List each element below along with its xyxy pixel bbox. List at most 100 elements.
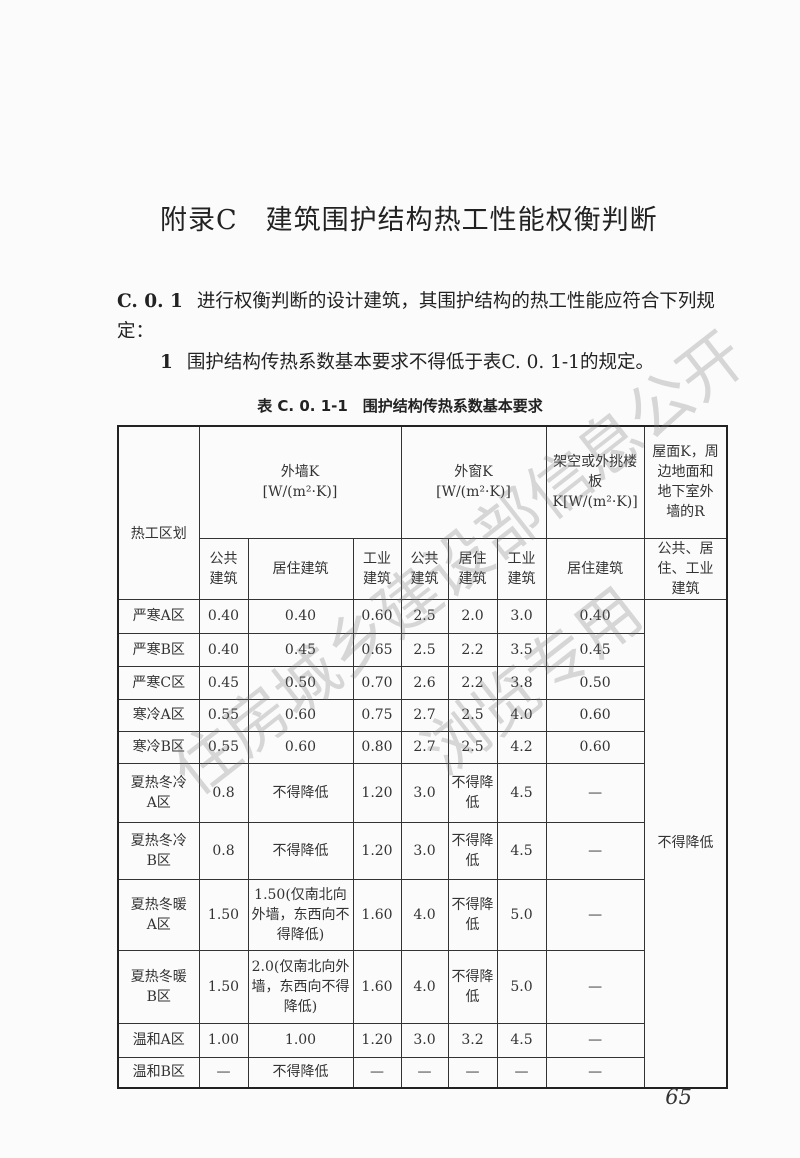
zone-cell: 夏热冬暖A区	[117, 878, 200, 951]
value-cell: 不得降低	[447, 878, 498, 951]
value-cell: —	[400, 1056, 449, 1089]
value-cell: 0.75	[352, 698, 402, 732]
value-cell: 1.50	[198, 878, 249, 951]
value-cell: 不得降低	[247, 821, 354, 880]
value-cell: 0.40	[545, 598, 645, 634]
value-cell: 2.6	[400, 665, 449, 700]
subheader-cell: 公共建筑	[198, 537, 249, 600]
value-cell: 3.0	[400, 762, 449, 823]
value-cell: 5.0	[496, 878, 547, 951]
value-cell: 3.0	[400, 821, 449, 880]
value-cell: 0.55	[198, 698, 249, 732]
value-cell: 不得降低	[247, 1056, 354, 1089]
value-cell: 0.45	[247, 632, 354, 667]
value-cell: 0.8	[198, 821, 249, 880]
value-cell: 3.8	[496, 665, 547, 700]
value-cell: 0.8	[198, 762, 249, 823]
value-cell: 0.60	[247, 730, 354, 764]
table-caption: 表 C. 0. 1-1 围护结构传热系数基本要求	[257, 397, 543, 415]
heat-transfer-table: 热工区划 外墙K [W/(m²·K)] 外窗K [W/(m²·K)] 架空或外挑楼板…	[117, 425, 729, 1089]
zone-cell: 严寒C区	[117, 665, 200, 700]
value-cell: 4.0	[400, 878, 449, 951]
appendix-title: 附录C 建筑围护结构热工性能权衡判断	[160, 205, 658, 236]
subheader-cell: 公共、居住、工业建筑	[643, 537, 728, 600]
zone-cell: 夏热冬冷A区	[117, 762, 200, 823]
value-cell: —	[496, 1056, 547, 1089]
item-number: 1	[160, 352, 173, 373]
value-cell: —	[545, 762, 645, 823]
value-cell: 3.2	[447, 1022, 498, 1058]
value-cell: —	[352, 1056, 402, 1089]
value-cell: 1.50	[198, 949, 249, 1024]
value-cell: 不得降低	[247, 762, 354, 823]
clause-text: 进行权衡判断的设计建筑，其围护结构的热工性能应符合下列规定：	[117, 291, 715, 342]
value-cell: 0.60	[545, 730, 645, 764]
value-cell: 0.45	[198, 665, 249, 700]
table-row: 夏热冬暖B区 1.50 2.0(仅南北向外墙，东西向不得降低) 1.60 4.0 不得降低…	[117, 949, 727, 1024]
item-text: 围护结构传热系数基本要求不得低于表C. 0. 1-1的规定。	[186, 352, 654, 373]
value-cell: 1.50(仅南北向外墙，东西向不得降低)	[247, 878, 354, 951]
value-cell: 1.00	[198, 1022, 249, 1058]
value-cell: 0.70	[352, 665, 402, 700]
value-cell: 不得降低	[447, 762, 498, 823]
table-row: 严寒C区 0.45 0.50 0.70 2.6 2.2 3.8 0.50	[117, 665, 727, 700]
value-cell: 3.0	[400, 1022, 449, 1058]
value-cell: —	[545, 821, 645, 880]
value-cell: 1.20	[352, 1022, 402, 1058]
value-cell: 4.0	[400, 949, 449, 1024]
header-floor: 架空或外挑楼板K[W/(m²·K)]	[545, 425, 645, 539]
value-cell: 0.40	[198, 598, 249, 634]
zone-cell: 寒冷B区	[117, 730, 200, 764]
value-cell: 2.0	[447, 598, 498, 634]
value-cell: 3.5	[496, 632, 547, 667]
value-cell: —	[545, 1056, 645, 1089]
table-row: 夏热冬冷A区 0.8 不得降低 1.20 3.0 不得降低 4.5—	[117, 762, 727, 823]
header-wall-label: 外墙K	[280, 464, 320, 481]
value-cell: 0.60	[545, 698, 645, 732]
value-cell: 4.5	[496, 821, 547, 880]
value-cell: 1.60	[352, 949, 402, 1024]
value-cell: 1.20	[352, 762, 402, 823]
value-cell: 0.60	[247, 698, 354, 732]
table-row: 寒冷A区 0.55 0.60 0.75 2.7 2.5 4.0 0.60	[117, 698, 727, 732]
value-cell: 1.60	[352, 878, 402, 951]
value-cell: —	[545, 1022, 645, 1058]
header-window-label: 外窗K	[454, 464, 493, 481]
zone-cell: 温和B区	[117, 1056, 200, 1089]
value-cell: —	[545, 878, 645, 951]
header-roof: 屋面K，周边地面和地下室外墙的R	[643, 425, 728, 539]
clause-number: C. 0. 1	[117, 291, 183, 312]
value-cell: 0.45	[545, 632, 645, 667]
header-zone: 热工区划	[117, 425, 200, 600]
header-wall: 外墙K [W/(m²·K)]	[198, 425, 402, 539]
subheader-cell: 工业建筑	[496, 537, 547, 600]
zone-cell: 严寒A区	[117, 598, 200, 634]
subheader-cell: 公共建筑	[400, 537, 449, 600]
table-row: 夏热冬冷B区 0.8 不得降低 1.20 3.0 不得降低 4.5—	[117, 821, 727, 880]
value-cell: 2.2	[447, 632, 498, 667]
value-cell: 0.80	[352, 730, 402, 764]
table-row: 温和A区 1.00 1.00 1.20 3.0 3.2 4.5—	[117, 1022, 727, 1058]
value-cell: 2.5	[400, 632, 449, 667]
value-cell: 4.2	[496, 730, 547, 764]
value-cell: 不得降低	[447, 821, 498, 880]
table-row: 温和B区 — 不得降低 — — — — —	[117, 1056, 727, 1089]
value-cell: —	[447, 1056, 498, 1089]
zone-cell: 温和A区	[117, 1022, 200, 1058]
value-cell: 0.50	[247, 665, 354, 700]
value-cell: 2.7	[400, 698, 449, 732]
item-paragraph: 1 围护结构传热系数基本要求不得低于表C. 0. 1-1的规定。	[160, 348, 654, 374]
value-cell: —	[545, 949, 645, 1024]
value-cell: 2.5	[447, 698, 498, 732]
value-cell: 2.5	[447, 730, 498, 764]
value-cell: 0.60	[352, 598, 402, 634]
subheader-cell: 居住建筑	[447, 537, 498, 600]
table-row: 寒冷B区 0.55 0.60 0.80 2.7 2.5 4.2 0.60	[117, 730, 727, 764]
zone-cell: 夏热冬暖B区	[117, 949, 200, 1024]
subheader-cell: 居住建筑	[545, 537, 645, 600]
value-cell: 2.5	[400, 598, 449, 634]
page-number: 65	[665, 1085, 692, 1109]
value-cell: 3.0	[496, 598, 547, 634]
value-cell: 2.0(仅南北向外墙，东西向不得降低)	[247, 949, 354, 1024]
